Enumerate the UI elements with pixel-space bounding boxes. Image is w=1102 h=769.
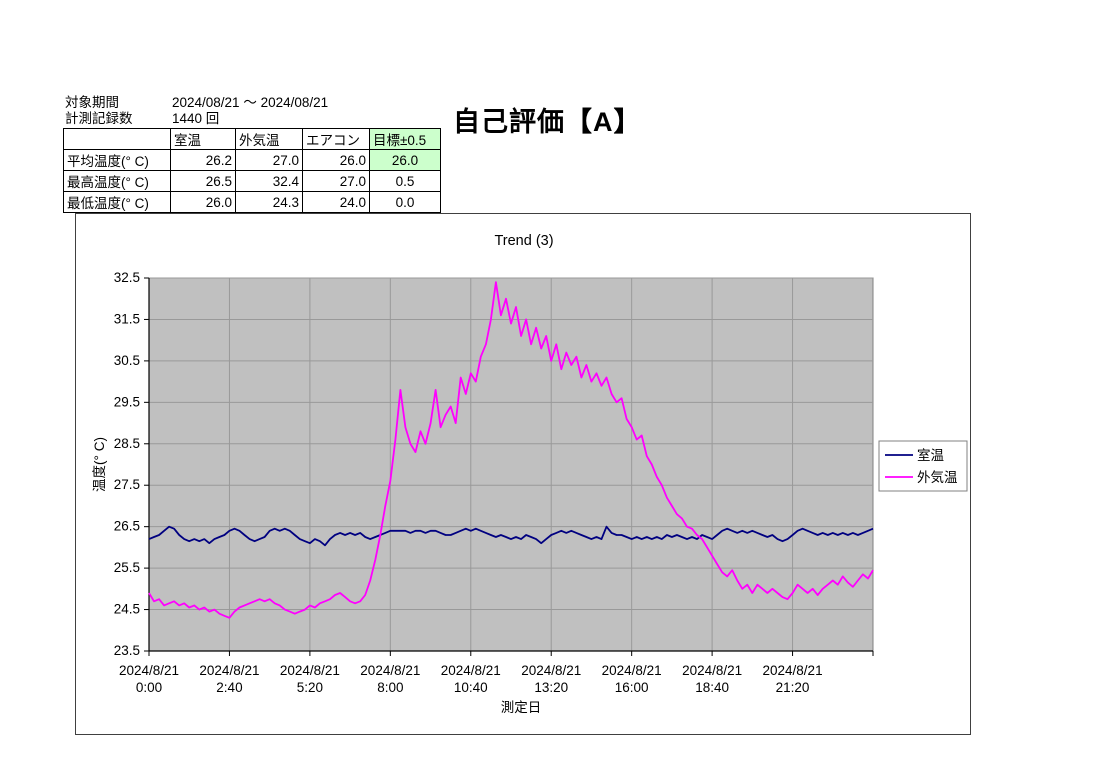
x-tick-label-date: 2024/8/21 xyxy=(682,663,742,678)
table-row: 平均温度(° C) 26.2 27.0 26.0 26.0 xyxy=(63,149,441,171)
x-tick-label-date: 2024/8/21 xyxy=(763,663,823,678)
header-cell-room: 室温 xyxy=(170,128,236,150)
legend-label-outdoor: 外気温 xyxy=(917,470,958,485)
y-tick-label: 29.5 xyxy=(114,394,140,409)
x-tick-label-time: 21:20 xyxy=(776,680,810,695)
row-label-max: 最高温度(° C) xyxy=(63,170,171,192)
legend-label-indoor: 室温 xyxy=(917,447,944,463)
x-tick-label-time: 5:20 xyxy=(297,680,323,695)
row-label-min: 最低温度(° C) xyxy=(63,191,171,213)
min-target-value: 0.0 xyxy=(369,191,441,213)
record-count-value: 1440 回 xyxy=(172,111,220,126)
y-tick-label: 31.5 xyxy=(114,311,140,326)
avg-target-value: 26.0 xyxy=(369,149,441,171)
period-value: 2024/08/21 ～ 2024/08/21 xyxy=(172,95,329,110)
max-aircon-value: 27.0 xyxy=(302,170,370,192)
y-tick-label: 28.5 xyxy=(114,436,140,451)
series-line-outdoor xyxy=(148,281,874,619)
x-tick-label-date: 2024/8/21 xyxy=(521,663,581,678)
y-tick-label: 25.5 xyxy=(114,560,140,575)
max-room-value: 26.5 xyxy=(170,170,236,192)
period-label: 対象期間 xyxy=(65,95,119,110)
x-tick-label-date: 2024/8/21 xyxy=(602,663,662,678)
x-tick-label-time: 18:40 xyxy=(695,680,729,695)
trend-chart: 23.5 24.5 25.5 26.5 27.5 28.5 29.5 30.5 31.5 32.5… xyxy=(92,233,968,715)
row-label-avg: 平均温度(° C) xyxy=(63,149,171,171)
y-tick-label: 26.5 xyxy=(114,519,140,534)
avg-outdoor-value: 27.0 xyxy=(235,149,303,171)
x-tick-label-time: 13:20 xyxy=(534,680,568,695)
header-cell-empty xyxy=(63,128,171,150)
x-tick-label-time: 10:40 xyxy=(454,680,488,695)
y-tick-label: 27.5 xyxy=(114,477,140,492)
x-tick-label-date: 2024/8/21 xyxy=(119,663,179,678)
legend-box xyxy=(878,440,968,492)
y-tick-label: 30.5 xyxy=(114,353,140,368)
series-line-indoor xyxy=(148,525,874,547)
x-tick-label-time: 2:40 xyxy=(216,680,242,695)
table-header-row: 室温 外気温 エアコン 目標±0.5 xyxy=(63,128,441,150)
max-target-value: 0.5 xyxy=(369,170,441,192)
avg-room-value: 26.2 xyxy=(170,149,236,171)
table-row: 最高温度(° C) 26.5 32.4 27.0 0.5 xyxy=(63,170,441,192)
x-tick-label-date: 2024/8/21 xyxy=(280,663,340,678)
min-room-value: 26.0 xyxy=(170,191,236,213)
y-tick-label: 24.5 xyxy=(114,602,140,617)
x-tick-label-date: 2024/8/21 xyxy=(441,663,501,678)
x-axis-title: 測定日 xyxy=(501,700,542,715)
chart-title: Trend (3) xyxy=(494,233,553,249)
y-tick-label: 32.5 xyxy=(114,270,140,285)
header-cell-outdoor: 外気温 xyxy=(235,128,303,150)
plot-area xyxy=(148,277,874,652)
trend-chart-frame: 23.5 24.5 25.5 26.5 27.5 28.5 29.5 30.5 31.5 32.5… xyxy=(75,213,971,735)
y-tick-label: 23.5 xyxy=(114,643,140,658)
avg-aircon-value: 26.0 xyxy=(302,149,370,171)
x-tick-label-time: 0:00 xyxy=(136,680,162,695)
y-axis-title: 温度(° C) xyxy=(92,437,107,492)
x-tick-label-date: 2024/8/21 xyxy=(360,663,420,678)
header-cell-target: 目標±0.5 xyxy=(369,128,441,150)
min-outdoor-value: 24.3 xyxy=(235,191,303,213)
x-tick-label-time: 16:00 xyxy=(615,680,649,695)
table-row: 最低温度(° C) 26.0 24.3 24.0 0.0 xyxy=(63,191,441,213)
evaluation-title: 自己評価【A】 xyxy=(453,107,642,137)
report-info: 対象期間 2024/08/21 ～ 2024/08/21 計測記録数 1440 回 xyxy=(65,95,328,127)
max-outdoor-value: 32.4 xyxy=(235,170,303,192)
x-tick-label-date: 2024/8/21 xyxy=(199,663,259,678)
header-cell-aircon: エアコン xyxy=(302,128,370,150)
x-tick-label-time: 8:00 xyxy=(377,680,403,695)
summary-table: 室温 外気温 エアコン 目標±0.5 平均温度(° C) 26.2 27.0 2… xyxy=(63,128,441,213)
record-count-label: 計測記録数 xyxy=(65,111,133,126)
min-aircon-value: 24.0 xyxy=(302,191,370,213)
